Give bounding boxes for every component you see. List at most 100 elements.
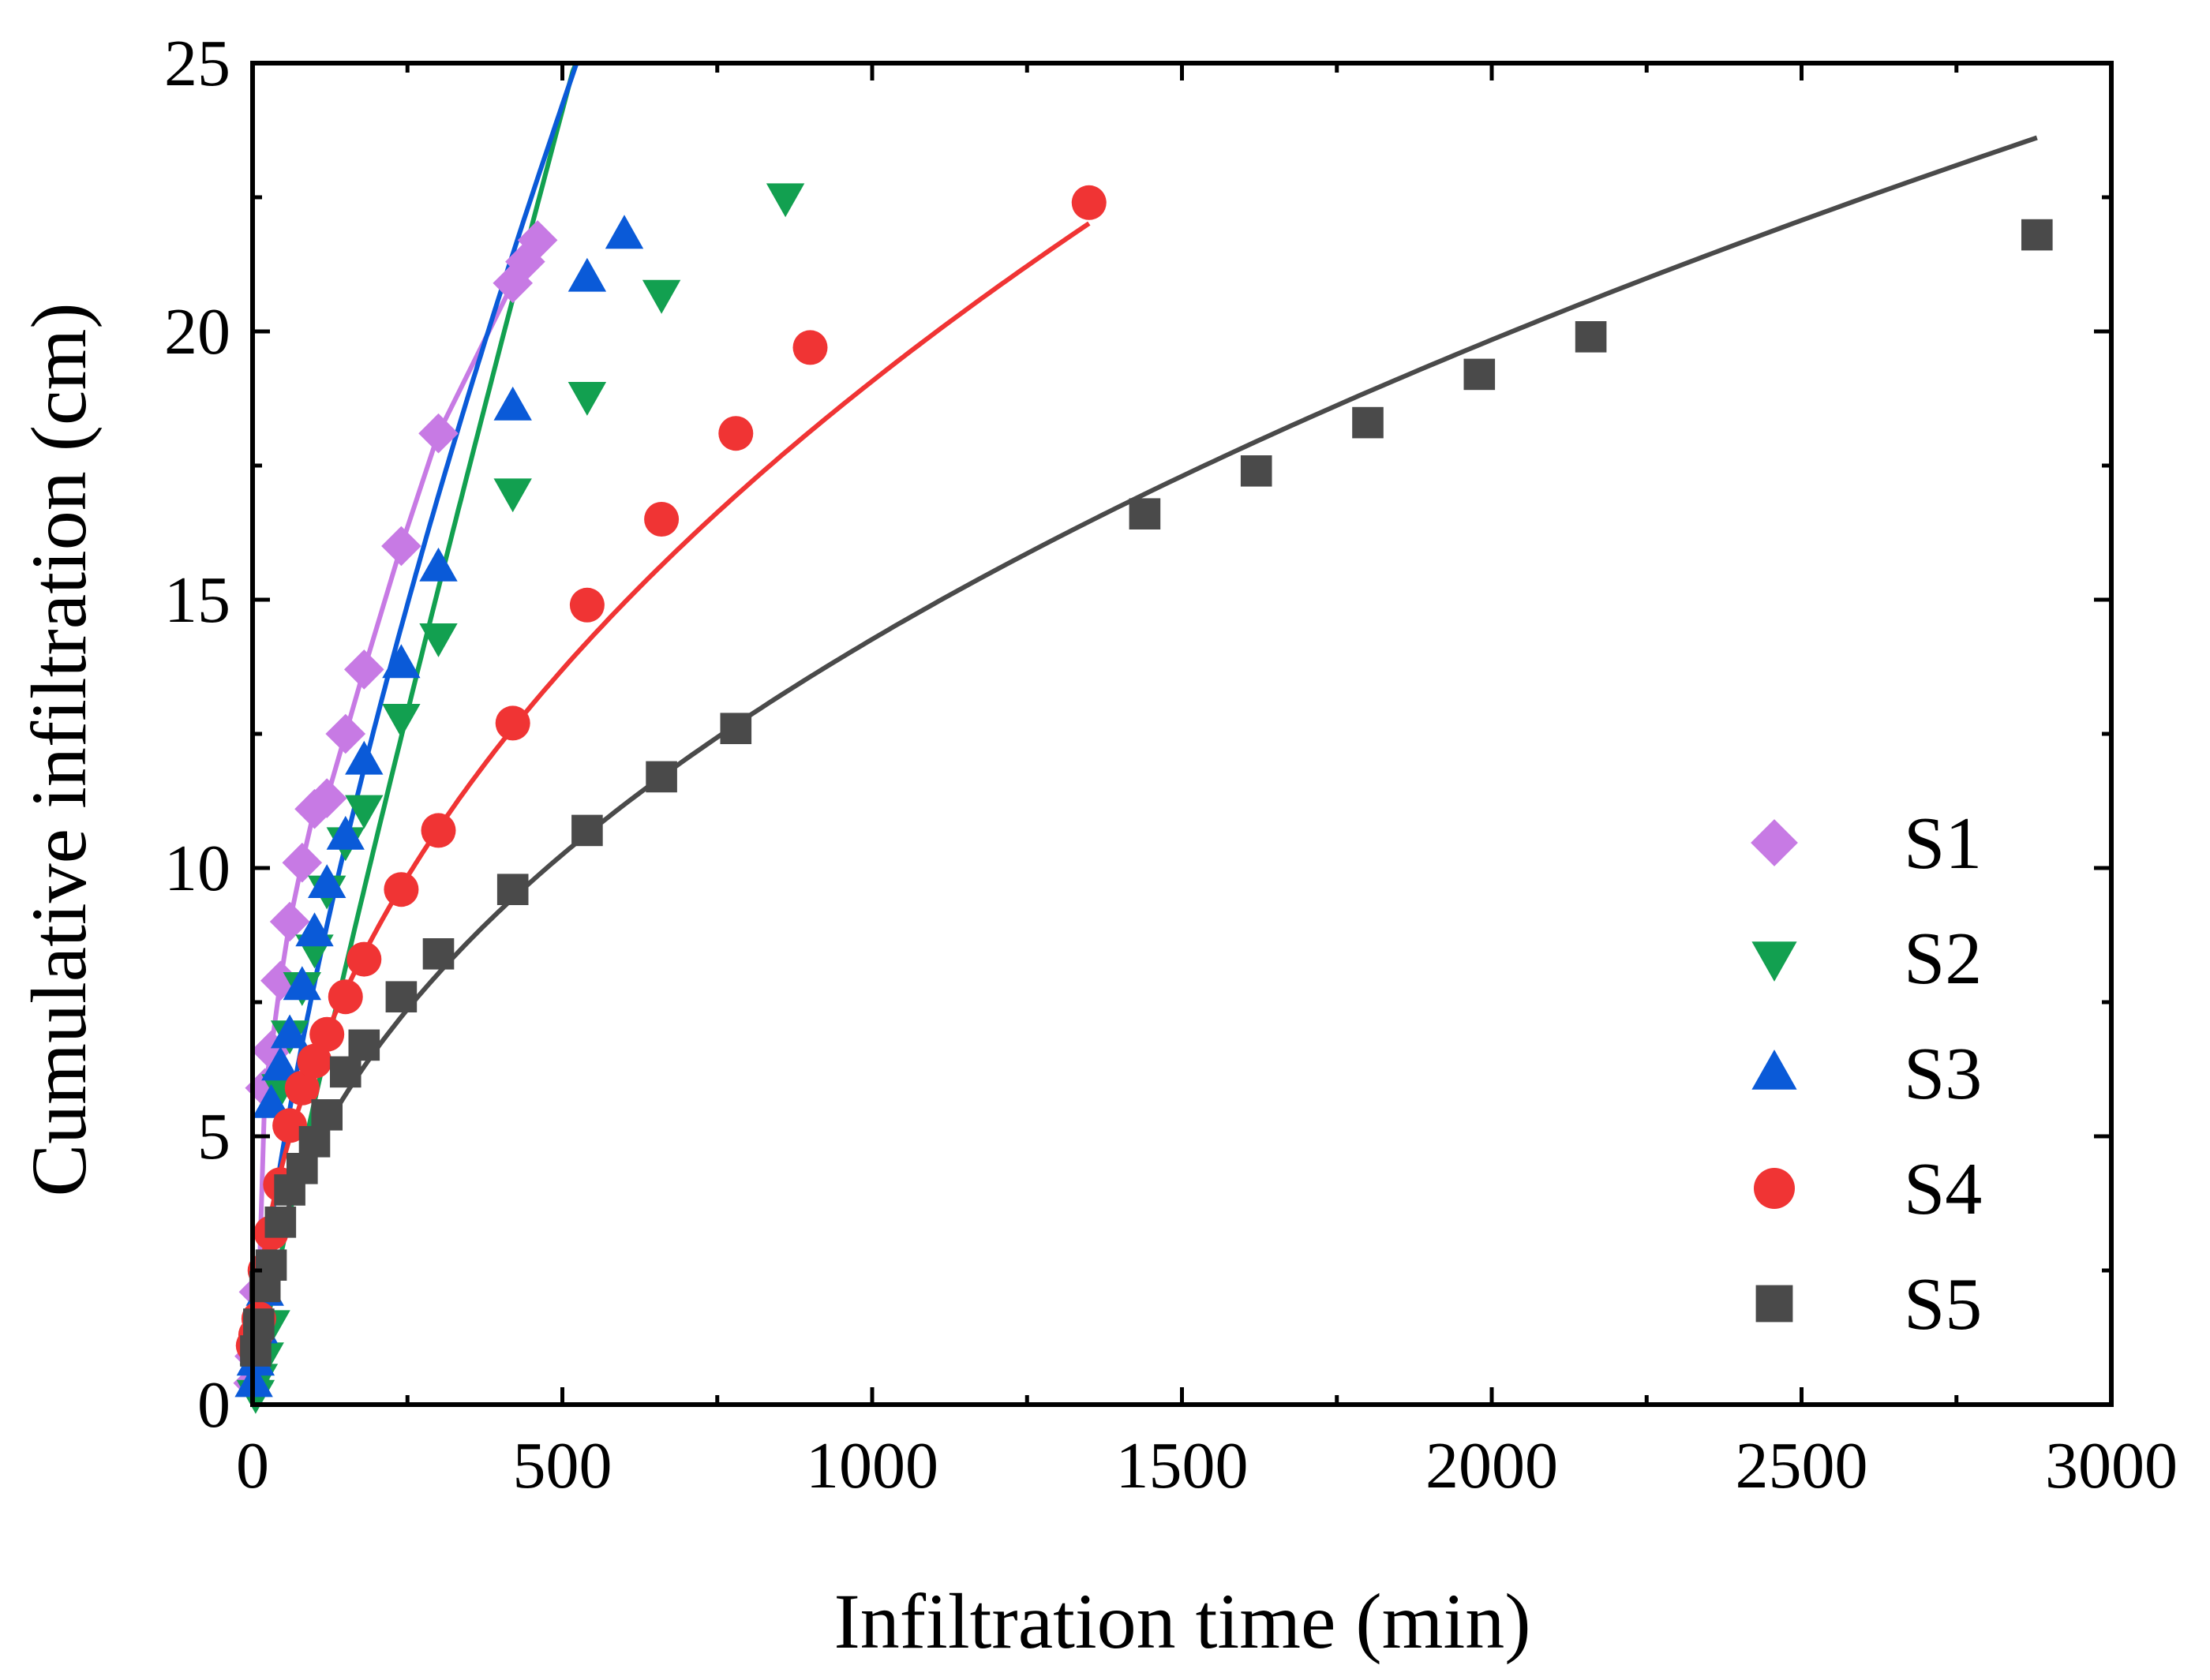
data-point	[419, 547, 458, 582]
legend-item-s1: S1	[1751, 803, 1982, 885]
data-point	[309, 1016, 345, 1052]
data-point	[496, 874, 529, 905]
data-point	[567, 382, 607, 416]
data-point	[252, 1083, 290, 1118]
legend-marker	[1751, 941, 1797, 982]
data-point	[328, 979, 363, 1015]
data-point	[418, 413, 459, 454]
legend-item-s4: S4	[1754, 1148, 1982, 1230]
y-tick-label: 20	[164, 295, 230, 369]
data-point	[346, 941, 382, 977]
data-point	[282, 842, 323, 883]
data-point	[384, 872, 419, 907]
data-markers	[233, 183, 2053, 1414]
data-point	[284, 1070, 320, 1106]
data-point	[766, 183, 805, 218]
x-tick-label: 1500	[1116, 1429, 1249, 1502]
data-point	[495, 705, 530, 741]
y-tick-label: 0	[197, 1368, 230, 1442]
x-tick-label: 500	[513, 1429, 612, 1502]
data-point	[298, 1126, 331, 1158]
data-point	[571, 814, 603, 847]
legend-label: S2	[1904, 918, 1982, 1000]
data-point	[493, 478, 532, 513]
x-tick-label: 2500	[1736, 1429, 1868, 1502]
data-point	[329, 1056, 361, 1088]
data-point	[2021, 219, 2053, 251]
data-point	[605, 215, 644, 249]
data-point	[421, 813, 456, 848]
legend-label: S1	[1904, 803, 1982, 885]
data-point	[295, 912, 334, 947]
data-point	[287, 1153, 318, 1184]
fit-curve-s3	[250, 61, 624, 1397]
data-point	[646, 761, 677, 793]
data-point	[269, 901, 310, 942]
data-point	[517, 220, 558, 260]
legend-marker	[1755, 1285, 1793, 1323]
data-point	[345, 795, 384, 829]
y-tick-label: 25	[164, 27, 230, 100]
data-point	[326, 815, 365, 850]
data-point	[297, 1043, 332, 1079]
series-s3-points	[234, 215, 644, 1398]
data-point	[382, 644, 421, 679]
legend-label: S4	[1904, 1148, 1982, 1230]
legend-item-s2: S2	[1751, 918, 1982, 1000]
data-point	[261, 1046, 300, 1081]
data-point	[264, 1207, 297, 1238]
data-point	[642, 279, 681, 314]
data-point	[718, 416, 754, 451]
x-tick-label: 0	[236, 1429, 269, 1502]
legend-label: S5	[1904, 1263, 1982, 1345]
data-point	[283, 966, 321, 1001]
tick-labels: 0 500 1000 1500 2000 2500 3000 0 5 10 15 20 25	[164, 27, 2178, 1502]
data-point	[1352, 406, 1384, 439]
data-point	[308, 864, 346, 898]
series-s5-points	[240, 219, 2053, 1367]
data-point	[344, 649, 384, 690]
legend-item-s5: S5	[1755, 1263, 1982, 1345]
data-point	[493, 386, 532, 421]
legend-marker	[1754, 1168, 1795, 1209]
x-tick-label: 1000	[806, 1429, 938, 1502]
data-point	[382, 704, 421, 738]
data-point	[1240, 455, 1272, 487]
y-tick-label: 10	[164, 832, 230, 905]
data-point	[345, 740, 384, 775]
y-tick-label: 15	[164, 563, 230, 637]
data-point	[240, 1335, 272, 1367]
y-tick-label: 5	[197, 1100, 230, 1173]
legend: S1 S2 S3 S4 S5	[1751, 803, 1982, 1345]
x-axis-title: Infiltration time (min)	[833, 1577, 1530, 1665]
x-tick-label: 2000	[1425, 1429, 1558, 1502]
legend-item-s3: S3	[1751, 1033, 1982, 1115]
data-point	[385, 981, 418, 1012]
axes	[250, 61, 2114, 1407]
data-point	[1575, 321, 1607, 353]
data-point	[311, 1099, 343, 1131]
data-point	[720, 713, 752, 744]
data-point	[1129, 498, 1161, 529]
data-point	[272, 1108, 308, 1143]
legend-marker	[1751, 819, 1798, 866]
data-point	[792, 330, 828, 365]
y-axis-title: Cumulative infiltration (cm)	[15, 302, 103, 1196]
data-point	[422, 938, 455, 970]
data-point	[567, 257, 607, 292]
legend-label: S3	[1904, 1033, 1982, 1115]
data-point	[419, 623, 458, 657]
data-point	[348, 1029, 380, 1061]
data-point	[569, 587, 605, 623]
data-point	[306, 778, 347, 818]
data-point	[381, 526, 421, 567]
data-point	[255, 1249, 287, 1281]
data-point	[644, 502, 680, 537]
data-point	[1071, 185, 1107, 220]
data-point	[1463, 358, 1496, 391]
legend-marker	[1751, 1050, 1797, 1090]
data-point	[270, 1014, 309, 1049]
data-point	[243, 1308, 275, 1340]
x-tick-label: 3000	[2045, 1429, 2178, 1502]
